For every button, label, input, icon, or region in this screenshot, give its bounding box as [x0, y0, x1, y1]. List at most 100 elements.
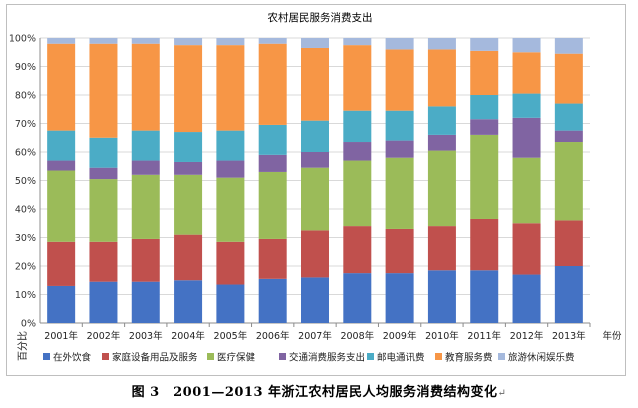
legend-label: 旅游休闲娱乐费 [508, 352, 575, 364]
legend-label: 交通消费服务支出 [289, 352, 365, 364]
bar-segment [174, 38, 203, 46]
bar-segment [343, 38, 372, 46]
bar-segment [385, 140, 414, 158]
bar-segment [427, 226, 456, 271]
bar-segment [554, 130, 583, 143]
figure-caption: 图 3 2001—2013 年浙江农村居民人均服务消费结构变化↵ [0, 381, 638, 400]
legend-label: 教育服务费 [445, 352, 493, 364]
bar-segment [470, 38, 499, 51]
chart-title: 农村居民服务消费支出 [268, 11, 373, 24]
bar-segment [512, 38, 541, 53]
legend-label: 邮电通讯费 [377, 352, 425, 364]
legend-swatch [102, 353, 109, 360]
bar-segment [47, 285, 76, 323]
bar-segment [301, 38, 329, 48]
bar-segment [301, 167, 329, 231]
bar-segment [216, 241, 245, 285]
legend-swatch [43, 353, 50, 360]
bar-segment [385, 273, 414, 323]
bar-segment [47, 170, 76, 242]
x-tick-label: 2006年 [256, 330, 290, 342]
bar-segment [174, 174, 203, 235]
bar-segment [385, 157, 414, 229]
caption-text: 图 3 2001—2013 年浙江农村居民人均服务消费结构变化 [131, 385, 498, 400]
y-tick-label: 50% [15, 176, 36, 187]
bar-segment [258, 278, 287, 323]
legend-label: 在外饮食 [53, 352, 92, 364]
bar-segment [343, 160, 372, 227]
bar-segment [89, 281, 118, 323]
legend-swatch [367, 353, 374, 360]
bar-segment [131, 43, 160, 131]
bar-segment [512, 93, 541, 118]
bar-segment [258, 43, 287, 125]
y-tick-label: 20% [15, 262, 36, 273]
x-tick-label: 2005年 [214, 330, 248, 342]
y-tick-label: 60% [15, 148, 36, 159]
bar-segment [131, 160, 160, 175]
bar-segment [554, 38, 583, 54]
bar-segment [470, 95, 499, 120]
bar-segment [89, 179, 118, 242]
y-axis-label: 百分比 [17, 331, 29, 361]
return-mark: ↵ [497, 388, 507, 399]
bar-segment [301, 230, 329, 278]
bar-segment [385, 49, 414, 111]
bar-segment [131, 130, 160, 161]
y-tick-label: 100% [9, 34, 36, 45]
bar-segment [385, 38, 414, 50]
y-tick-label: 40% [15, 205, 36, 216]
x-axis-label: 年份 [602, 330, 622, 342]
bar-segment [470, 270, 499, 323]
bar-segment [470, 50, 499, 95]
bar-segment [89, 38, 118, 44]
legend-swatch [435, 353, 442, 360]
bar-segment [216, 160, 245, 178]
bar-segment [131, 174, 160, 239]
bar-segment [47, 241, 76, 286]
bar-segment [427, 270, 456, 323]
bar-segment [89, 43, 118, 138]
legend-swatch [498, 353, 505, 360]
bar-segment [554, 142, 583, 221]
stacked-bar-chart: 农村居民服务消费支出 0% 10% 20% 30% 40% 50% 60% 70% 80% 90% 1… [9, 11, 622, 364]
x-tick-label: 2013年 [552, 330, 586, 342]
bar-segment [258, 238, 287, 279]
bar-segment [258, 124, 287, 155]
bar-segment [216, 38, 245, 46]
legend-swatch [207, 353, 214, 360]
x-tick-label: 2004年 [171, 330, 205, 342]
bar-segment [131, 238, 160, 282]
bar-segment [385, 110, 414, 141]
bar-segment [512, 157, 541, 224]
y-tick-label: 80% [15, 91, 36, 102]
bar-segment [554, 266, 583, 323]
bar-segment [427, 150, 456, 227]
bar-segment [216, 45, 245, 131]
bar-segment [258, 38, 287, 44]
x-tick-label: 2008年 [340, 330, 374, 342]
bar-segment [47, 38, 76, 44]
y-tick-label: 30% [15, 233, 36, 244]
y-tick-label: 10% [15, 290, 36, 301]
bar-segment [343, 142, 372, 161]
y-tick-label: 70% [15, 119, 36, 130]
bar-segment [385, 228, 414, 274]
bar-segment [343, 110, 372, 143]
bar-segment [512, 274, 541, 323]
x-tick-label: 2010年 [425, 330, 459, 342]
bar-segment [470, 134, 499, 219]
x-tick-label: 2001年 [44, 330, 78, 342]
bar-segment [47, 43, 76, 131]
bar-segment [512, 52, 541, 94]
x-tick-label: 2012年 [510, 330, 544, 342]
bar-segment [89, 167, 118, 180]
bar-segment [554, 103, 583, 131]
bar-segment [301, 47, 329, 121]
bar-segment [174, 161, 203, 175]
bar-segment [258, 171, 287, 239]
x-tick-label: 2011年 [467, 330, 501, 342]
bar-segment [470, 218, 499, 271]
bar-segment [554, 220, 583, 266]
bar-segment [427, 106, 456, 135]
